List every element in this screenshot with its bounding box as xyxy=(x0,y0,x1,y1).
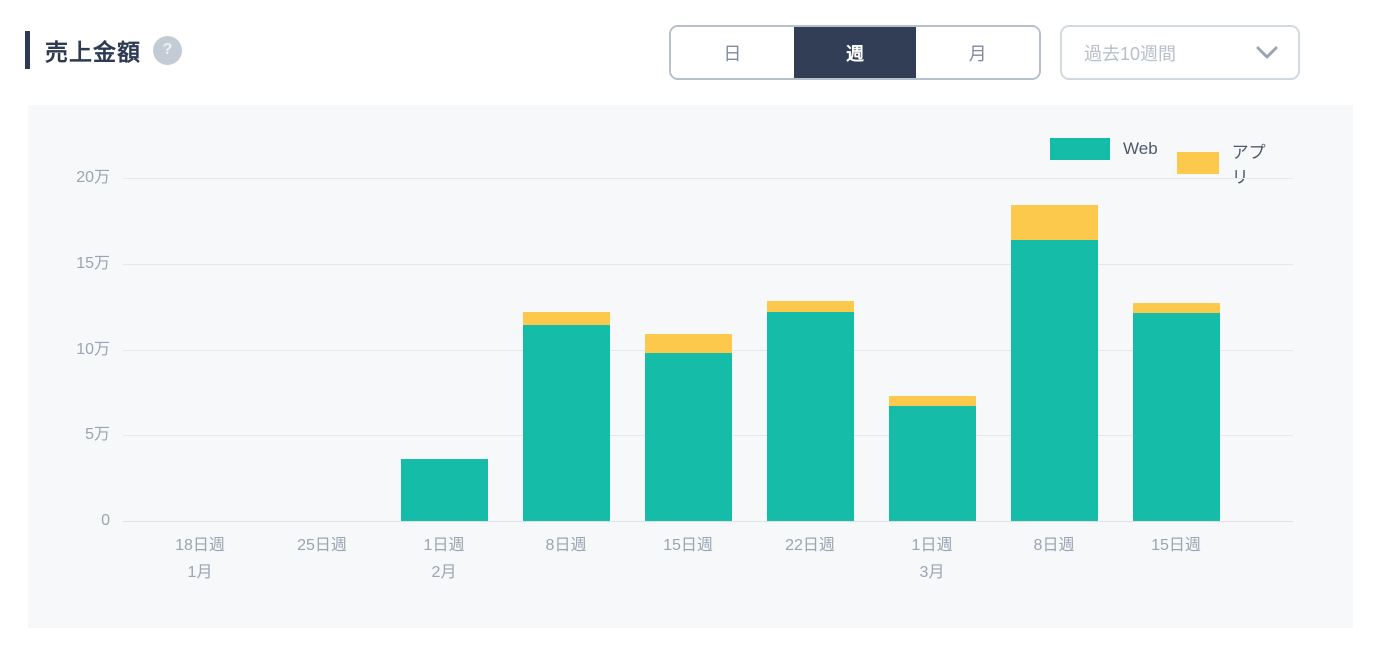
period-tab-group: 日週月 xyxy=(669,25,1041,80)
bar-web-segment[interactable] xyxy=(522,325,610,521)
y-tick-label: 0 xyxy=(101,512,110,529)
title-accent-bar xyxy=(25,31,30,69)
x-tick-week-label: 18日週 xyxy=(175,537,225,554)
legend-label-web: Web xyxy=(1123,139,1158,158)
legend-item-app: アプリ xyxy=(1177,138,1267,188)
bar-web-segment[interactable] xyxy=(1010,239,1098,521)
bar-app-segment[interactable] xyxy=(888,395,976,407)
legend-swatch-web xyxy=(1050,138,1110,160)
x-tick-week-label: 1日週 xyxy=(911,537,953,554)
tab-week[interactable]: 週 xyxy=(793,27,917,78)
chart-panel: Web アプリ 20万 15万 10万 5万 0 18日週 1月 25日週 1日週 2月 8日週 15日… xyxy=(28,105,1353,628)
gridline-20万 xyxy=(123,178,1293,179)
chevron-down-icon xyxy=(1256,46,1278,58)
x-tick-week-label: 1日週 xyxy=(423,537,465,554)
x-tick-month-label: 2月 xyxy=(431,564,457,581)
title-wrap: 売上金額 ? xyxy=(25,31,182,69)
bar-app-segment[interactable] xyxy=(766,301,854,312)
bar-app-segment[interactable] xyxy=(1010,205,1098,240)
x-tick-month-label: 3月 xyxy=(919,564,945,581)
legend-item-web: Web xyxy=(1050,138,1158,160)
legend-label-app: アプリ xyxy=(1231,143,1266,187)
bar-web-segment[interactable] xyxy=(888,406,976,521)
bar-web-segment[interactable] xyxy=(644,352,732,521)
x-tick-week-label: 25日週 xyxy=(297,537,347,554)
gridline-15万 xyxy=(123,263,1293,265)
x-tick-week-label: 15日週 xyxy=(663,537,713,554)
bar-app-segment[interactable] xyxy=(1132,303,1220,314)
x-tick-week-label: 22日週 xyxy=(785,537,835,554)
range-select-value: 過去10週間 xyxy=(1084,43,1177,64)
bar-web-segment[interactable] xyxy=(1132,313,1220,521)
page-title: 売上金額 xyxy=(45,39,141,65)
x-tick-week-label: 8日週 xyxy=(545,537,587,554)
bar-web-segment[interactable] xyxy=(766,311,854,521)
help-icon[interactable]: ? xyxy=(153,35,182,65)
bar-web-segment[interactable] xyxy=(400,459,488,521)
legend-swatch-app xyxy=(1177,152,1219,174)
tab-day[interactable]: 日 xyxy=(671,27,794,78)
y-tick-label: 5万 xyxy=(85,426,110,444)
x-tick-week-label: 15日週 xyxy=(1151,537,1201,554)
y-tick-label: 10万 xyxy=(76,340,110,358)
x-tick-week-label: 8日週 xyxy=(1033,537,1075,554)
gridline-0 xyxy=(123,521,1293,522)
bar-app-segment[interactable] xyxy=(522,311,610,326)
x-tick-month-label: 1月 xyxy=(187,564,213,581)
y-tick-label: 15万 xyxy=(76,254,110,272)
bar-app-segment[interactable] xyxy=(644,334,732,353)
header: 売上金額 ? 日週月 過去10週間 xyxy=(0,0,1380,105)
tab-month[interactable]: 月 xyxy=(916,27,1039,78)
range-select[interactable]: 過去10週間 xyxy=(1060,25,1300,80)
y-tick-label: 20万 xyxy=(76,169,110,186)
